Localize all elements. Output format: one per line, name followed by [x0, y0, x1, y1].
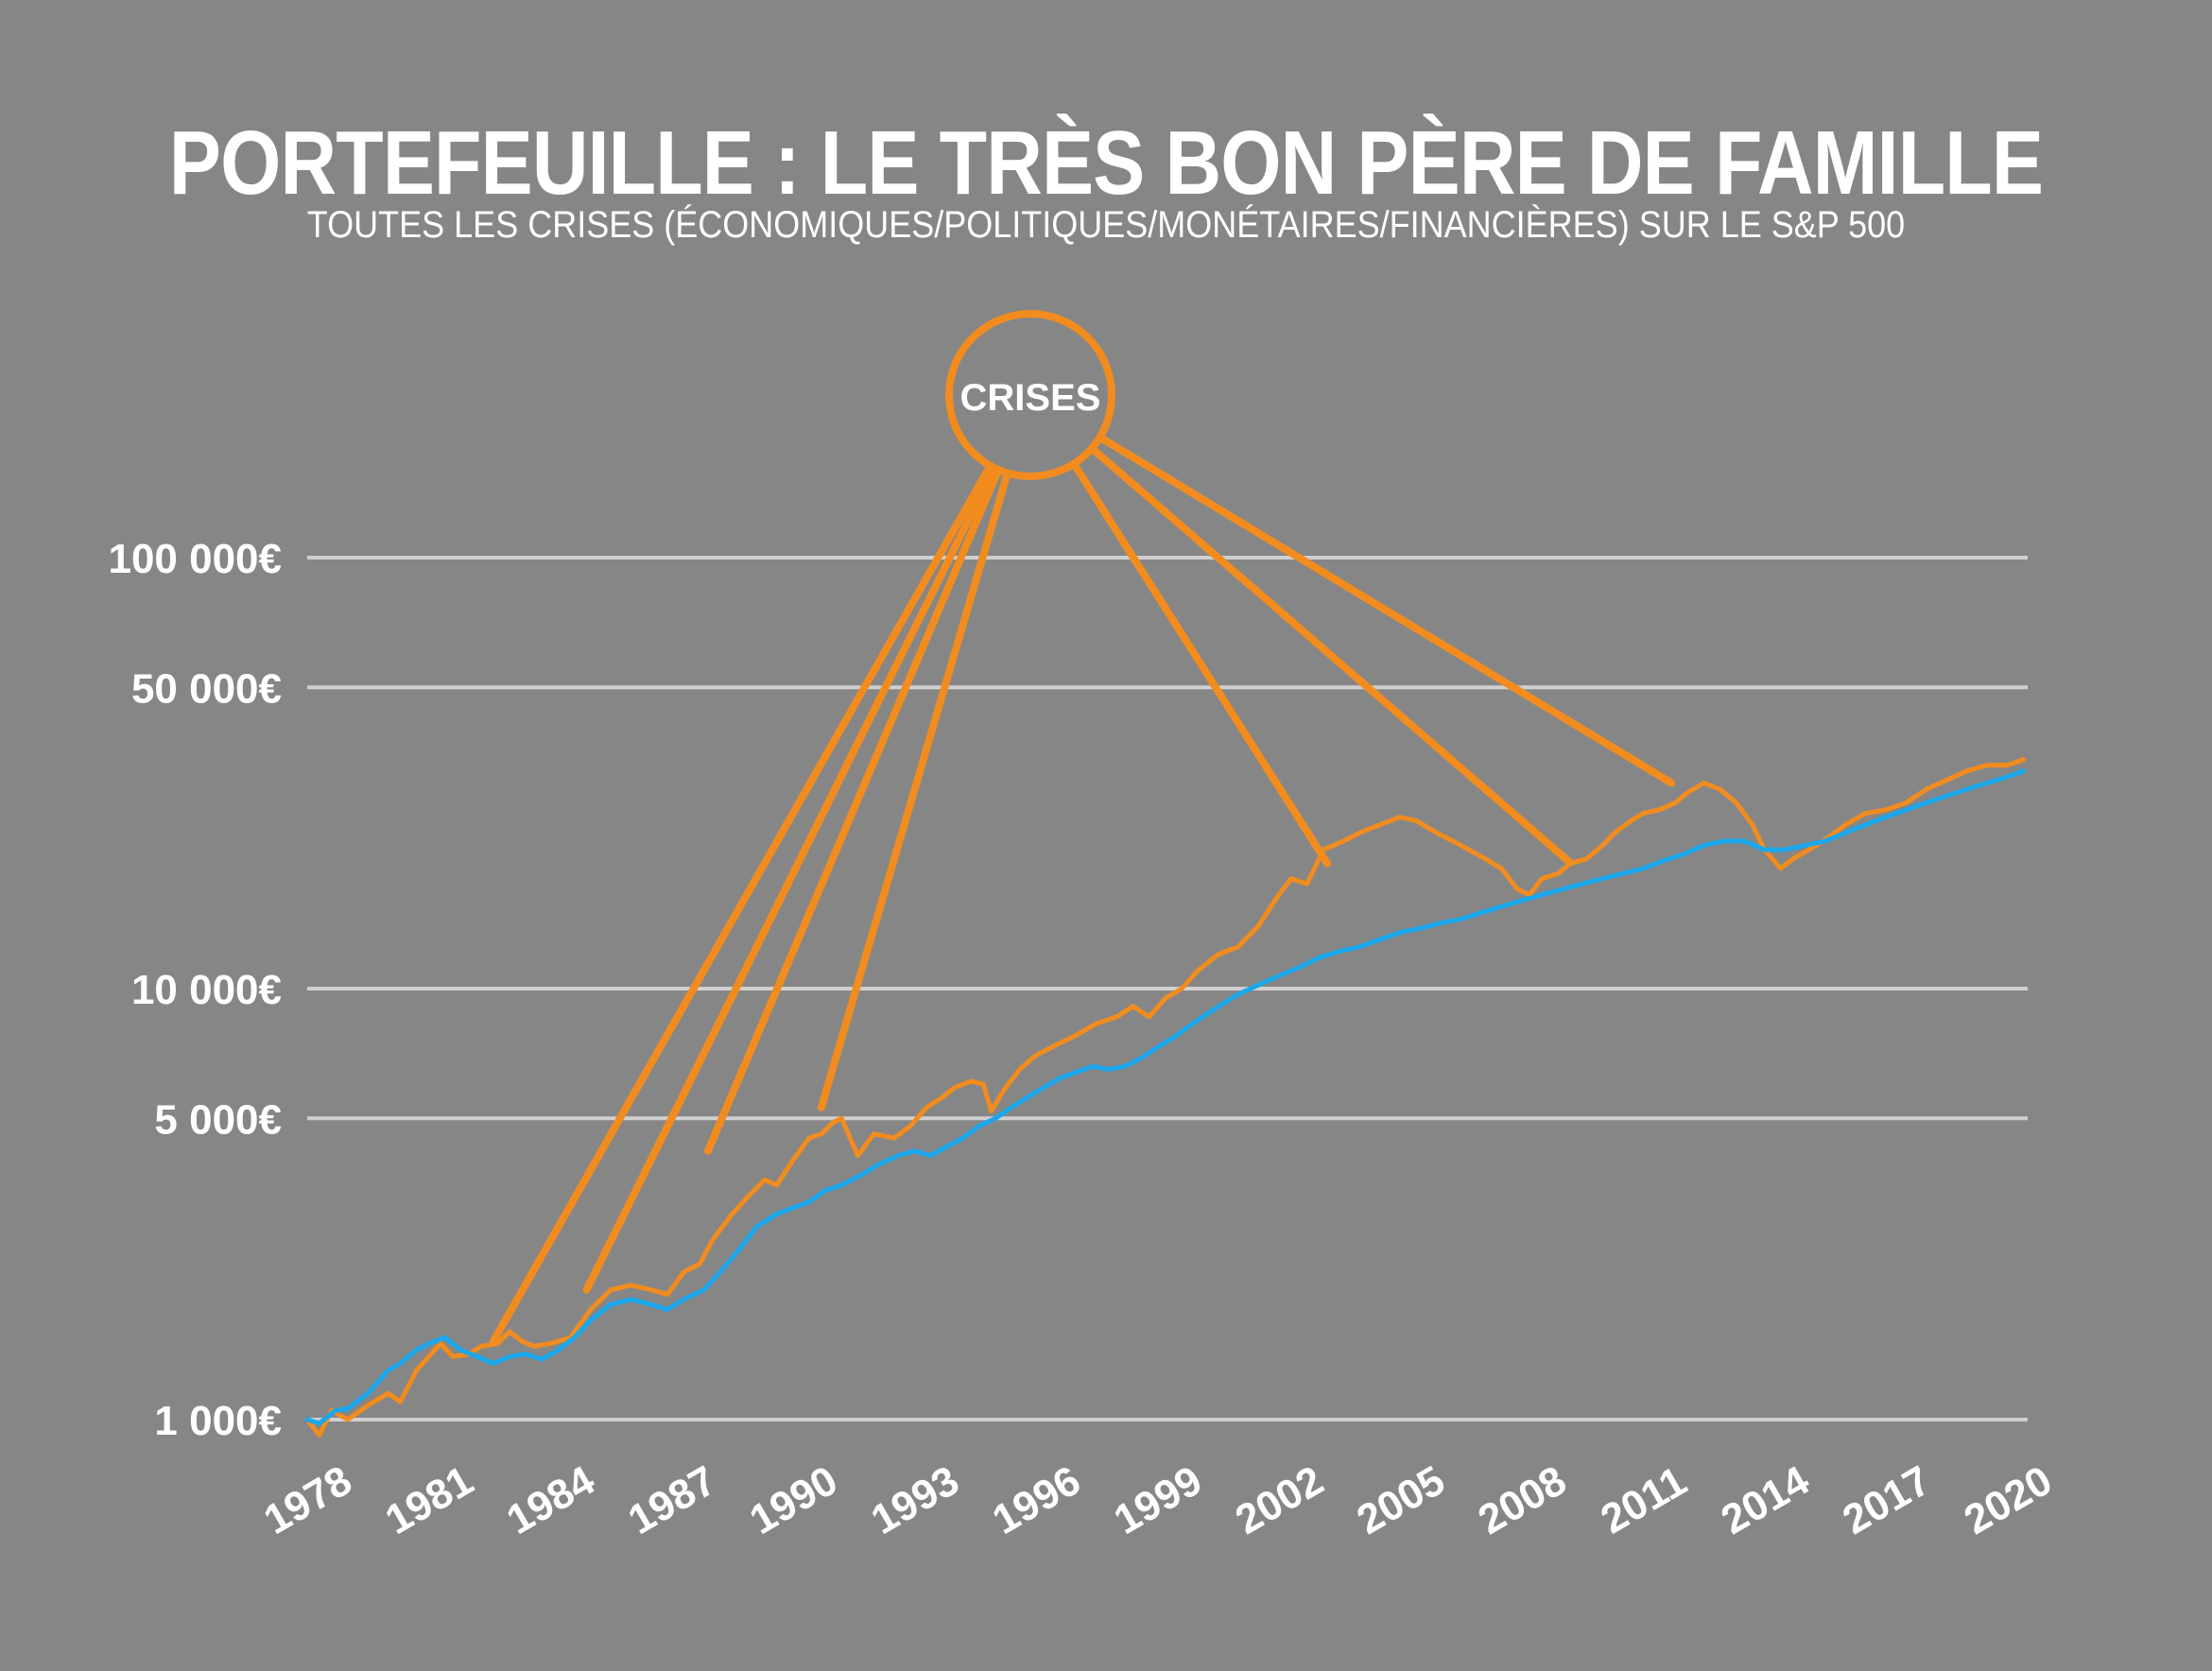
page-title: PORTEFEUILLE : LE TRÈS BON PÈRE DE FAMIL… — [168, 112, 2044, 214]
y-tick-label: 10 000€ — [131, 967, 282, 1013]
y-tick-label: 5 000€ — [154, 1096, 282, 1143]
y-tick-label: 100 000€ — [108, 536, 282, 582]
y-axis-labels: 1 000€ 5 000€ 10 000€ 50 000€ 100 000€ — [108, 536, 282, 1444]
x-tick-label: 2017 — [1835, 1457, 1938, 1543]
x-tick-label: 1987 — [621, 1457, 724, 1543]
x-tick-label: 1999 — [1106, 1457, 1209, 1543]
crisis-label: CRISES — [960, 377, 1101, 419]
series-lines — [304, 757, 2027, 1438]
page-subtitle: TOUTES LES CRISES (ÉCONOMIQUES/POLITIQUE… — [306, 204, 1906, 246]
y-tick-label: 50 000€ — [131, 665, 282, 712]
series-line-1 — [304, 757, 2027, 1438]
x-tick-label: 2014 — [1714, 1456, 1818, 1543]
x-tick-label: 2020 — [1957, 1457, 2060, 1543]
crisis-pointer — [489, 461, 994, 1346]
crisis-pointer — [703, 466, 1003, 1155]
x-tick-label: 2005 — [1349, 1457, 1452, 1543]
x-tick-label: 2008 — [1471, 1457, 1574, 1543]
series-line-2 — [304, 768, 2027, 1426]
crisis-pointer — [582, 464, 998, 1294]
y-tick-label: 1 000€ — [154, 1398, 282, 1444]
crisis-pointer — [1070, 459, 1332, 868]
grid-lines — [307, 556, 2028, 1421]
crisis-pointer — [817, 469, 1011, 1111]
x-tick-label: 1990 — [742, 1457, 845, 1543]
x-tick-label: 1993 — [863, 1457, 966, 1543]
crisis-pointer — [1096, 433, 1676, 787]
crisis-circle — [945, 310, 1115, 480]
x-tick-label: 1984 — [499, 1456, 603, 1543]
x-tick-label: 1978 — [256, 1457, 359, 1543]
x-tick-label: 2002 — [1228, 1457, 1331, 1543]
x-axis-labels: 1978 1981 1984 1987 1990 1993 1996 1999 2002 2005… — [256, 1456, 2060, 1543]
crisis-annotation: CRISES — [489, 310, 1676, 1346]
x-tick-label: 1981 — [378, 1457, 481, 1543]
x-tick-label: 1996 — [985, 1457, 1088, 1543]
x-tick-label: 2011 — [1593, 1457, 1694, 1542]
crisis-pointer — [1088, 444, 1575, 867]
